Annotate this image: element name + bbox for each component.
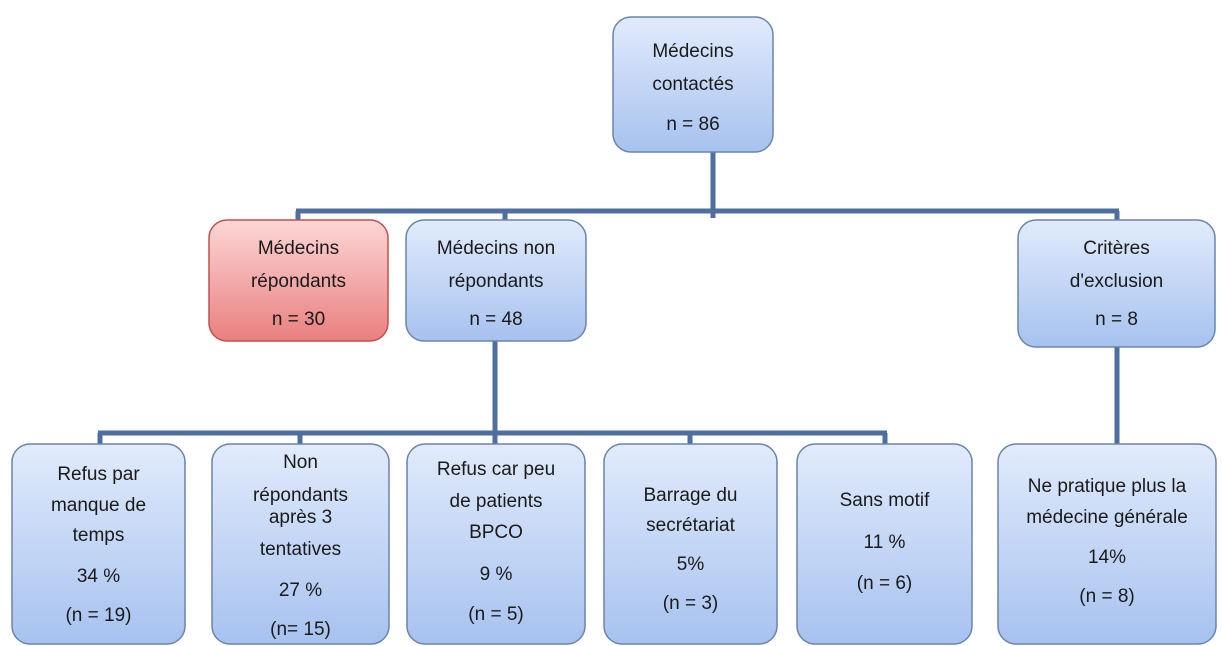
node: Refus car peu de patients BPCO 9 % (n = 5) — [406, 443, 586, 645]
node-text: répondants — [253, 485, 348, 506]
node-box — [603, 443, 778, 645]
node-text: temps — [73, 525, 125, 546]
node-text: de patients — [450, 491, 543, 512]
node-text: tentatives — [260, 539, 341, 560]
node-box — [1017, 219, 1216, 348]
node-text: 11 % — [864, 532, 906, 553]
node-box — [208, 219, 389, 342]
node-text: (n= 15) — [270, 619, 331, 640]
node-text: Refus par — [57, 464, 140, 485]
node-text: 27 % — [279, 580, 322, 601]
node-text: (n = 6) — [857, 573, 912, 594]
node: Médecins répondants n = 30 — [208, 219, 389, 342]
node-text: (n = 5) — [468, 604, 523, 625]
node-text: Médecins non — [437, 238, 555, 259]
node-text: contactés — [652, 74, 733, 95]
node: Critères d'exclusion n = 8 — [1017, 219, 1216, 348]
node-text: répondants — [448, 271, 543, 292]
node-text: n = 8 — [1095, 309, 1138, 330]
node: Médecins non répondants n = 48 — [405, 219, 587, 342]
node-text: Ne pratique plus la — [1028, 476, 1187, 497]
node-text: médecine générale — [1026, 507, 1188, 528]
node-text: Médecins — [652, 41, 733, 62]
node-text: secrétariat — [646, 515, 735, 536]
node-box — [11, 443, 186, 645]
node-text: d'exclusion — [1070, 271, 1163, 292]
node-text: n = 30 — [272, 309, 325, 330]
node-box — [211, 443, 390, 645]
connector — [295, 152, 1120, 222]
node-text: 34 % — [77, 566, 120, 587]
node: Ne pratique plus la médecine générale 14% (… — [997, 443, 1217, 645]
node-text: Sans motif — [840, 490, 930, 511]
node-text: BPCO — [469, 522, 523, 543]
node-text: 14% — [1088, 547, 1126, 568]
node-text: répondants — [251, 271, 346, 292]
node-text: Médecins — [258, 238, 339, 259]
node-text: (n = 19) — [65, 605, 131, 626]
node-text: manque de — [51, 495, 146, 516]
node-text: (n = 8) — [1079, 586, 1134, 607]
node-text: Refus car peu — [437, 459, 555, 480]
node-text: Non — [283, 452, 318, 473]
connector — [97, 341, 888, 446]
node: Médecins contactés n = 86 — [612, 16, 774, 153]
node: Refus par manque de temps 34 % (n = 19) — [11, 443, 186, 645]
node-box — [796, 443, 973, 645]
node-text: (n = 3) — [663, 593, 718, 614]
node: Sans motif 11 % (n = 6) — [796, 443, 973, 645]
node-box — [405, 219, 587, 342]
node-text: n = 48 — [469, 309, 522, 330]
node-text: n = 86 — [666, 114, 719, 135]
node-text: 5% — [677, 554, 705, 575]
node-text: Barrage du — [643, 485, 737, 506]
node-box — [406, 443, 586, 645]
node-box — [612, 16, 774, 153]
node-text: 9 % — [480, 564, 513, 585]
connectors — [97, 152, 1120, 446]
node-text: Critères — [1083, 238, 1150, 259]
node: Barrage du secrétariat 5% (n = 3) — [603, 443, 778, 645]
node-text: après 3 — [269, 507, 332, 528]
node-box — [997, 443, 1217, 645]
